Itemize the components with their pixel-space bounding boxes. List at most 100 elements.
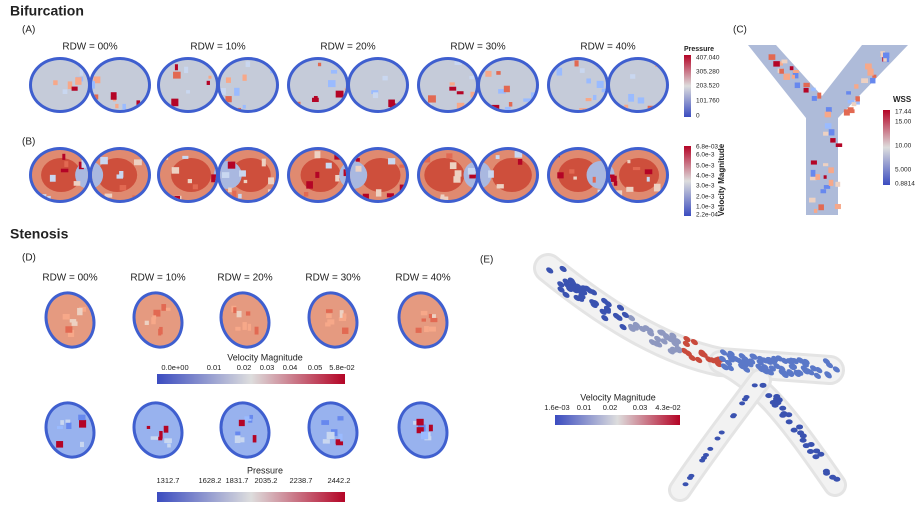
particle (797, 430, 804, 435)
spot (186, 90, 190, 93)
label: 0.8814 (895, 181, 915, 188)
spot (854, 84, 858, 88)
spot (811, 160, 817, 164)
spot (246, 311, 250, 315)
spot (342, 328, 348, 334)
spot (782, 60, 788, 64)
spot (119, 171, 123, 178)
label: 0.01 (207, 363, 222, 372)
label: Pressure (247, 465, 283, 475)
spot (100, 157, 108, 164)
spot (416, 328, 422, 333)
label: 1.0e-3 (696, 204, 715, 211)
spot (207, 81, 210, 85)
spot (821, 189, 827, 193)
spot (77, 308, 82, 315)
cross-section-image (212, 284, 279, 356)
spot (769, 54, 776, 60)
spot (238, 194, 242, 199)
spot (347, 66, 350, 69)
spot (504, 86, 510, 92)
spot (323, 439, 330, 443)
spot (208, 76, 211, 79)
dumbbell-image (29, 55, 151, 115)
spot (823, 163, 828, 166)
label: 5.0e-3 (696, 163, 715, 170)
spot (630, 74, 635, 79)
spot (660, 104, 666, 108)
cross-section-image (125, 394, 192, 466)
particle (779, 406, 786, 411)
spot (111, 92, 117, 100)
label: 0 (696, 113, 700, 120)
label: 5.000 (895, 167, 912, 174)
spot (569, 169, 574, 173)
spot (66, 422, 71, 429)
label: 0.02 (603, 403, 618, 412)
spot (388, 158, 395, 164)
spot (164, 438, 172, 443)
spot (68, 81, 72, 89)
spot (234, 88, 239, 96)
label: 2442.2 (328, 476, 351, 485)
label: RDW = 10% (130, 273, 185, 284)
spot (306, 181, 313, 188)
particle (688, 474, 694, 478)
spot (861, 78, 868, 83)
spot (812, 96, 817, 101)
spot (829, 180, 834, 186)
label: RDW = 20% (217, 273, 272, 284)
spot (792, 75, 795, 79)
label: 407.040 (696, 55, 720, 62)
spot (804, 88, 809, 93)
spot (865, 63, 872, 69)
cross-section-image (125, 284, 192, 356)
label: Velocity Magnitude (580, 392, 656, 402)
label: Velocity Magnitude (227, 352, 303, 362)
label: 5.8e-02 (329, 363, 354, 372)
label: (C) (733, 25, 747, 36)
label: 1628.2 (199, 476, 222, 485)
spot (450, 82, 455, 85)
cross-section-image (37, 394, 104, 466)
particle (739, 401, 745, 405)
spot (228, 188, 232, 193)
spot (184, 67, 188, 73)
spot (638, 97, 644, 103)
spot (479, 151, 485, 158)
colorbar (555, 415, 680, 425)
spot (474, 150, 478, 153)
spot (35, 106, 39, 110)
spot (344, 100, 351, 106)
colorbar (883, 110, 890, 185)
label: 2035.2 (255, 476, 278, 485)
spot (823, 132, 828, 136)
label: 0.0e+00 (161, 363, 188, 372)
particle (823, 469, 830, 474)
label: RDW = 20% (320, 42, 375, 53)
spot (243, 105, 246, 109)
spot (446, 153, 452, 158)
spot (268, 177, 274, 184)
spot (429, 314, 432, 318)
spot (164, 426, 169, 433)
spot (557, 68, 563, 76)
particle (731, 413, 737, 417)
label: Velocity Magnitude (717, 143, 726, 216)
label: WSS (893, 95, 912, 104)
spot (338, 434, 342, 440)
particle (807, 449, 814, 454)
spot (211, 103, 219, 110)
particle (683, 482, 689, 486)
particle (791, 428, 798, 433)
particle (742, 397, 748, 401)
spot (244, 180, 248, 183)
spot (326, 314, 332, 318)
spot (421, 432, 428, 440)
spot (790, 66, 794, 70)
label: Bifurcation (10, 3, 84, 19)
label: 305.280 (696, 69, 720, 76)
spot (654, 184, 661, 192)
label: 101.760 (696, 98, 720, 105)
spot (826, 107, 832, 112)
